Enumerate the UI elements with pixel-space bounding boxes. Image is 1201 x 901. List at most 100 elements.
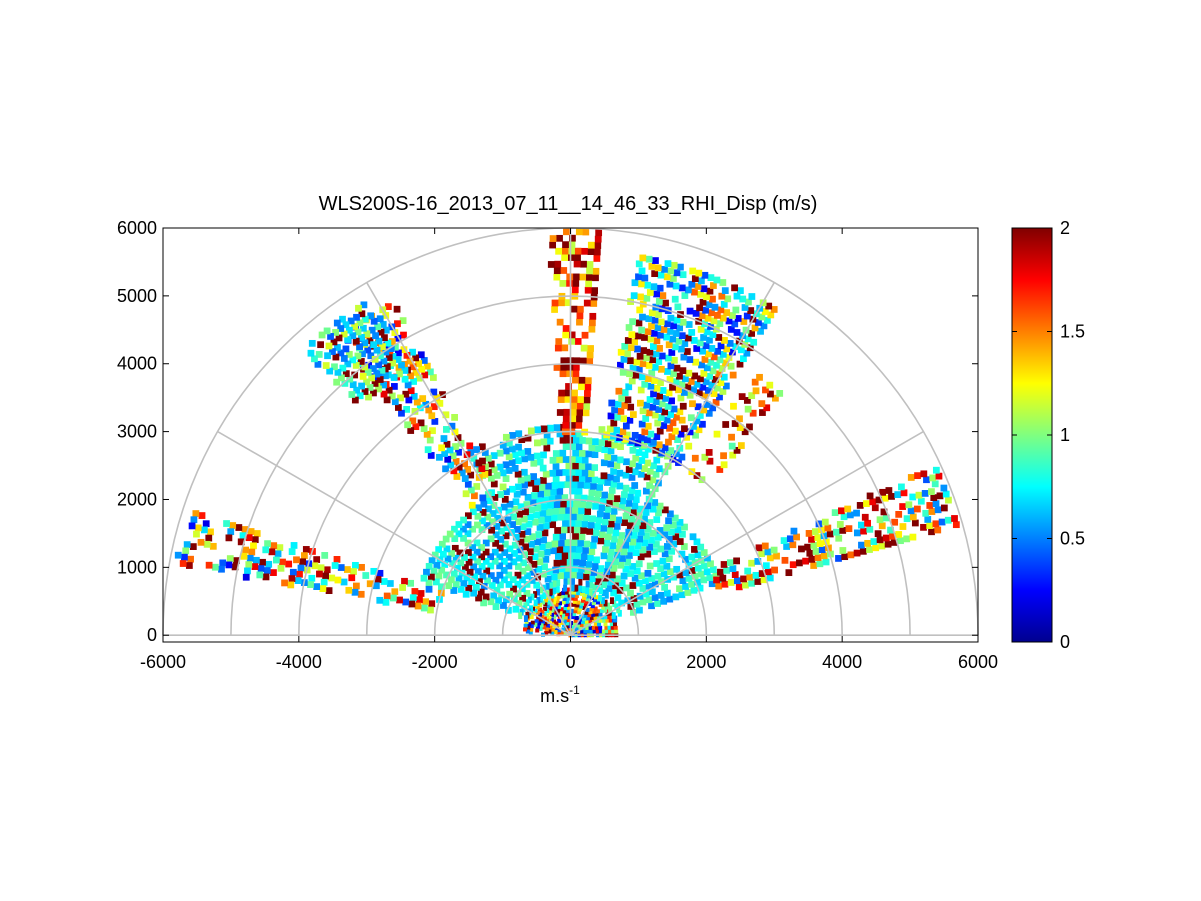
heatmap-cell [516,510,523,518]
heatmap-cell [478,562,486,570]
heatmap-cell [539,477,547,484]
heatmap-cell [566,596,571,601]
heatmap-cell [458,469,466,477]
heatmap-cell [613,615,618,623]
heatmap-cell [691,275,699,283]
heatmap-cell [709,295,716,303]
heatmap-cell [368,326,376,334]
heatmap-cell [604,561,612,569]
heatmap-cell [471,492,478,500]
heatmap-cell [550,631,555,636]
heatmap-cell [563,593,568,598]
heatmap-cell [742,581,749,589]
heatmap-cell [404,381,412,389]
heatmap-cell [655,509,662,517]
heatmap-cell [629,509,637,516]
heatmap-cell [478,465,486,473]
heatmap-cell [391,343,399,351]
heatmap-cell [866,546,873,553]
heatmap-cell [689,400,696,408]
heatmap-cell [417,351,425,359]
heatmap-cell [571,615,576,620]
heatmap-cell [653,456,661,464]
heatmap-cell [420,357,428,364]
heatmap-cell [380,390,388,398]
heatmap-cell [583,402,590,410]
heatmap-cell [631,468,639,476]
heatmap-cell [671,295,679,303]
heatmap-cell [443,426,450,433]
heatmap-cell [456,549,464,557]
heatmap-cell [594,523,601,530]
heatmap-cell [853,509,860,517]
heatmap-cell [442,535,450,543]
heatmap-cell [409,417,417,425]
heatmap-cell [746,423,753,431]
heatmap-cell [652,257,659,264]
heatmap-cell [511,505,519,513]
heatmap-cell [375,337,383,345]
heatmap-cell [703,364,711,372]
heatmap-cell [920,470,928,478]
heatmap-cell [686,428,694,436]
heatmap-cell [592,529,600,537]
heatmap-cell [766,381,774,389]
heatmap-cell [583,603,588,608]
heatmap-cell [618,532,625,539]
heatmap-cell [584,475,592,483]
heatmap-cell [662,395,669,402]
heatmap-cell [564,506,572,514]
heatmap-cell [513,490,521,498]
heatmap-cell [796,559,803,567]
heatmap-cell [603,608,608,613]
heatmap-cell [563,571,571,579]
heatmap-cell [548,606,553,611]
heatmap-cell [567,614,572,619]
heatmap-cell [485,497,493,505]
heatmap-cell [582,514,590,522]
heatmap-cell [921,490,929,497]
heatmap-cell [924,516,932,523]
heatmap-cell [279,558,286,566]
heatmap-cell [525,556,533,563]
heatmap-cell [716,320,724,328]
heatmap-cell [324,352,331,360]
heatmap-cell [574,584,579,592]
heatmap-cell [720,300,728,308]
heatmap-cell [383,592,391,600]
heatmap-cell [734,315,742,322]
heatmap-cell [743,312,751,320]
heatmap-cell [219,559,227,567]
heatmap-cell [719,279,727,286]
heatmap-cell [398,361,405,369]
heatmap-cell [635,560,643,568]
heatmap-cell [308,574,316,582]
heatmap-cell [487,562,495,570]
heatmap-cell [406,357,414,365]
heatmap-cell [681,425,688,433]
heatmap-cell [331,562,339,569]
heatmap-cell [443,440,451,448]
heatmap-cell [345,351,353,358]
heatmap-cell [533,591,538,598]
heatmap-cell [575,546,583,553]
heatmap-cell [672,533,680,541]
heatmap-cell [766,554,774,562]
heatmap-cell [617,348,625,356]
heatmap-cell [577,396,584,403]
heatmap-cell [561,613,566,618]
heatmap-cell [322,572,329,580]
heatmap-cell [649,505,657,513]
heatmap-cell [639,360,647,368]
heatmap-cell [358,334,365,341]
heatmap-cell [598,594,603,602]
heatmap-cell [253,530,261,537]
heatmap-cell [524,572,531,580]
heatmap-cell [715,370,723,378]
heatmap-cell [592,274,599,282]
heatmap-cell [610,589,618,597]
heatmap-cell [600,472,608,480]
heatmap-cell [806,549,814,557]
heatmap-cell [505,453,513,461]
heatmap-cell [698,312,706,320]
